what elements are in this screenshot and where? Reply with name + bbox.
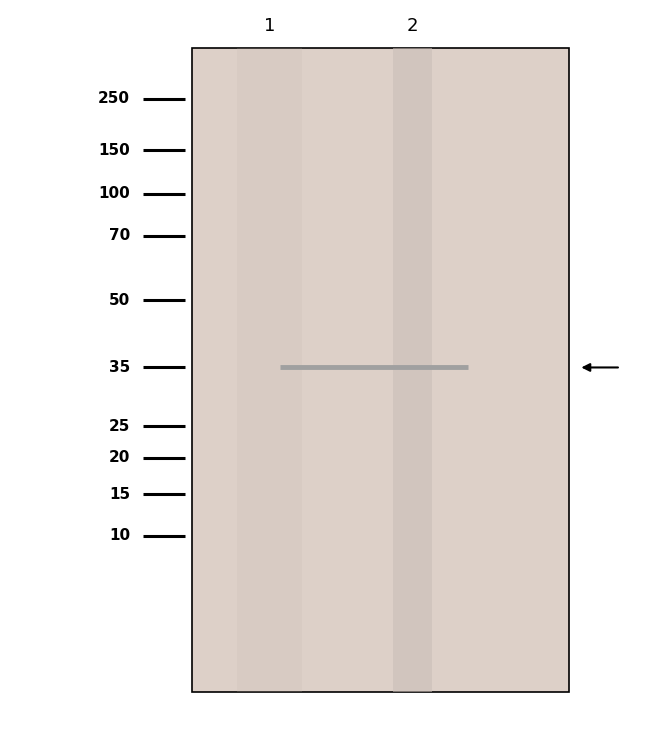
Text: 2: 2: [407, 17, 419, 34]
Text: 10: 10: [109, 529, 130, 543]
Text: 70: 70: [109, 228, 130, 243]
Text: 50: 50: [109, 293, 130, 307]
Bar: [192, 48, 569, 692]
Text: 150: 150: [98, 143, 130, 157]
Text: 1: 1: [264, 17, 276, 34]
Text: 20: 20: [109, 450, 130, 465]
Text: 250: 250: [98, 92, 130, 106]
Bar: [237, 48, 302, 692]
Text: 15: 15: [109, 487, 130, 501]
Text: 25: 25: [109, 419, 130, 433]
Text: 35: 35: [109, 360, 130, 375]
Bar: [393, 48, 432, 692]
Text: 100: 100: [98, 187, 130, 201]
